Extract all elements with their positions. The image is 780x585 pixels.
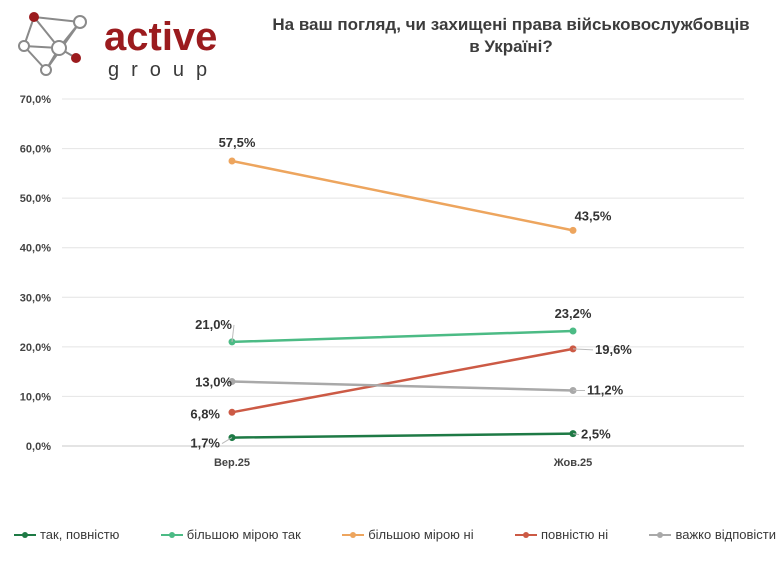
y-tick-label: 20,0% bbox=[20, 342, 51, 354]
data-label: 19,6% bbox=[595, 342, 632, 357]
series-line bbox=[230, 329, 575, 344]
leader-line bbox=[572, 433, 580, 436]
legend-label: більшою мірою так bbox=[186, 527, 301, 542]
series bbox=[228, 157, 577, 442]
data-point bbox=[228, 408, 236, 416]
chart-title-line-2: в Україні? bbox=[469, 37, 553, 56]
data-label: 11,2% bbox=[587, 382, 624, 397]
data-point bbox=[569, 226, 577, 234]
y-axis-ticks: 0,0% 10,0% 20,0% 30,0% 40,0% 50,0% 60,0% 70,0% bbox=[20, 94, 51, 453]
legend-item: більшою мірою так bbox=[160, 527, 301, 542]
chart-title-line-1: На ваш погляд, чи захищені права військо… bbox=[272, 15, 750, 34]
legend-swatch bbox=[649, 531, 672, 538]
series-line bbox=[230, 159, 575, 232]
legend-item: більшою мірою ні bbox=[342, 527, 474, 542]
data-labels: 1,7% 2,5% 21,0% 23,2% 57,5% 43,5% 6,8% 19,6% 13,… bbox=[190, 135, 632, 451]
y-tick-label: 50,0% bbox=[20, 193, 51, 205]
data-label: 13,0% bbox=[195, 375, 232, 390]
y-tick-label: 70,0% bbox=[20, 94, 51, 106]
legend-swatch bbox=[160, 531, 183, 538]
legend-swatch bbox=[342, 531, 365, 538]
data-point bbox=[228, 378, 236, 386]
legend-item: так, повністю bbox=[14, 527, 119, 542]
data-label: 6,8% bbox=[190, 406, 220, 421]
legend-item: важко відповісти bbox=[649, 527, 776, 542]
legend-label: так, повністю bbox=[40, 527, 120, 542]
series-line bbox=[230, 380, 575, 392]
data-label: 43,5% bbox=[575, 208, 612, 223]
gridlines bbox=[62, 98, 744, 447]
y-tick-label: 60,0% bbox=[20, 144, 51, 156]
data-label: 21,0% bbox=[195, 317, 232, 332]
y-tick-label: 40,0% bbox=[20, 243, 51, 255]
legend: так, повністю більшою мірою так більшою мі… bbox=[14, 527, 776, 542]
logo: active group bbox=[14, 8, 236, 82]
data-label: 23,2% bbox=[555, 306, 592, 321]
legend-label: повністю ні bbox=[540, 527, 609, 542]
data-label: 57,5% bbox=[219, 135, 256, 150]
series-line bbox=[230, 347, 575, 414]
x-axis-ticks: Вер.25 Жов.25 bbox=[214, 457, 592, 469]
data-label: 1,7% bbox=[190, 436, 220, 451]
logo-network-icon: active group bbox=[18, 12, 219, 81]
chart-title: На ваш погляд, чи захищені права військо… bbox=[246, 14, 776, 58]
leader-line bbox=[221, 437, 233, 445]
data-point bbox=[569, 327, 577, 335]
logo-sub: group bbox=[108, 59, 219, 81]
data-point bbox=[228, 157, 236, 165]
legend-swatch bbox=[514, 531, 537, 538]
logo-word: active bbox=[104, 15, 217, 59]
legend-label: більшою мірою ні bbox=[368, 527, 474, 542]
x-tick-label: Жов.25 bbox=[553, 457, 593, 469]
legend-item: повністю ні bbox=[514, 527, 609, 542]
y-tick-label: 30,0% bbox=[20, 292, 51, 304]
x-tick-label: Вер.25 bbox=[214, 457, 250, 469]
leader-line bbox=[572, 348, 594, 351]
legend-label: важко відповісти bbox=[675, 527, 776, 542]
y-tick-label: 0,0% bbox=[26, 441, 51, 453]
leader-line bbox=[231, 324, 235, 342]
legend-swatch bbox=[14, 531, 36, 538]
series-line bbox=[230, 432, 575, 439]
y-tick-label: 10,0% bbox=[20, 391, 51, 403]
data-label: 2,5% bbox=[581, 427, 611, 442]
